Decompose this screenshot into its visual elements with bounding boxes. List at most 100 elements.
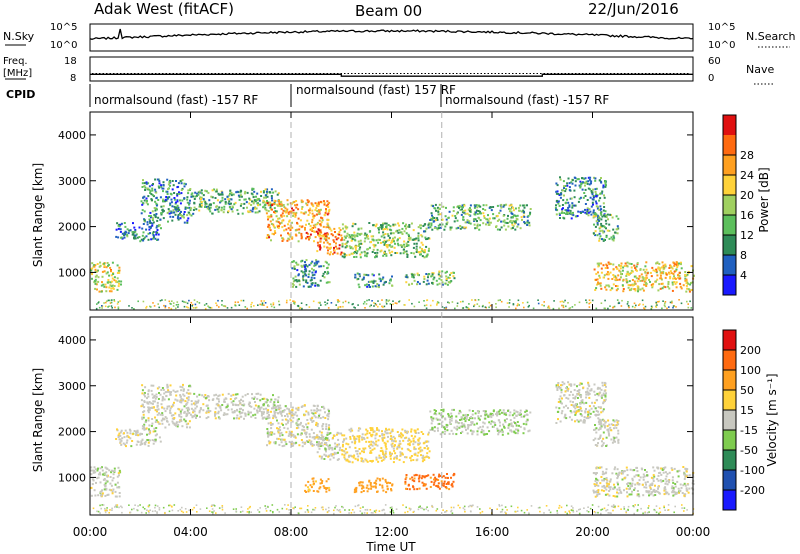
velocity-echo-pixel: [586, 387, 589, 390]
velocity-echo-pixel: [312, 420, 315, 422]
power-echo-pixel: [589, 176, 592, 179]
power-echo-pixel: [296, 221, 298, 224]
power-echo-pixel: [266, 195, 269, 198]
power-echo-pixel: [366, 285, 369, 288]
velocity-echo-pixel: [507, 432, 510, 435]
power-echo-pixel: [636, 280, 639, 283]
power-echo-pixel: [432, 281, 435, 284]
velocity-echo-pixel: [346, 459, 349, 462]
power-echo-pixel: [307, 237, 310, 240]
power-echo-pixel: [492, 213, 495, 216]
power-echo-pixel: [156, 224, 159, 227]
power-echo-pixel: [427, 276, 429, 279]
velocity-echo-pixel: [472, 430, 475, 433]
power-echo-pixel: [668, 287, 671, 290]
power-echo-pixel: [319, 229, 322, 232]
power-echo-pixel: [157, 238, 160, 241]
power-echo-pixel: [90, 268, 92, 271]
velocity-echo-pixel: [242, 409, 244, 412]
velocity-echo-pixel: [446, 473, 448, 475]
velocity-echo-pixel: [146, 433, 148, 436]
velocity-echo-pixel: [351, 461, 354, 464]
power-echo-pixel: [184, 207, 187, 210]
velocity-echo-pixel: [277, 422, 280, 425]
power-echo-pixel: [400, 231, 403, 234]
power-echo-pixel: [561, 208, 564, 211]
velocity-echo-pixel: [445, 483, 448, 485]
power-echo-pixel: [514, 207, 517, 210]
power-echo-pixel: [555, 213, 558, 216]
power-echo-pixel: [596, 234, 599, 237]
velocity-echo-pixel: [496, 427, 499, 430]
power-echo-pixel: [98, 306, 101, 309]
power-echo-pixel: [109, 266, 112, 269]
velocity-echo-pixel: [525, 410, 528, 412]
power-echo-pixel: [276, 224, 279, 227]
power-echo-pixel: [410, 222, 413, 225]
velocity-echo-pixel: [120, 443, 123, 446]
velocity-echo-pixel: [181, 386, 184, 389]
power-echo-pixel: [571, 202, 574, 205]
velocity-echo-pixel: [407, 443, 410, 446]
power-echo-pixel: [304, 226, 306, 229]
power-echo-pixel: [593, 268, 596, 271]
power-echo-pixel: [584, 195, 587, 197]
power-echo-pixel: [142, 179, 144, 182]
power-echo-pixel: [286, 203, 289, 206]
power-echo-pixel: [667, 283, 670, 285]
power-echo-pixel: [430, 212, 433, 215]
power-echo-pixel: [570, 181, 573, 184]
velocity-echo-pixel: [156, 410, 158, 413]
velocity-echo-pixel: [157, 408, 160, 411]
power-echo-pixel: [453, 271, 455, 274]
power-echo-pixel: [492, 217, 495, 220]
velocity-echo-pixel: [348, 454, 351, 457]
velocity-echo-pixel: [384, 450, 387, 453]
power-y-tick-label: 1000: [58, 266, 86, 279]
velocity-echo-pixel: [288, 412, 291, 415]
power-echo-pixel: [176, 217, 179, 220]
velocity-echo-pixel: [377, 460, 380, 463]
power-echo-pixel: [436, 227, 439, 230]
power-echo-pixel: [655, 270, 658, 273]
power-echo-pixel: [371, 285, 374, 288]
power-echo-pixel: [356, 272, 359, 275]
power-echo-pixel: [265, 201, 268, 204]
power-echo-pixel: [199, 205, 202, 208]
power-echo-pixel: [432, 278, 435, 281]
power-echo-pixel: [675, 263, 678, 266]
power-echo-pixel: [111, 299, 113, 301]
velocity-echo-pixel: [398, 446, 401, 449]
power-echo-pixel: [586, 207, 589, 210]
power-echo-pixel: [382, 228, 385, 231]
power-echo-pixel: [547, 306, 549, 309]
velocity-echo-pixel: [235, 404, 238, 407]
power-echo-pixel: [599, 282, 602, 285]
power-echo-pixel: [191, 305, 193, 307]
power-echo-pixel: [311, 274, 314, 277]
power-echo-pixel: [318, 307, 320, 309]
velocity-echo-pixel: [437, 486, 440, 489]
power-echo-pixel: [626, 261, 629, 264]
power-echo-pixel: [106, 271, 109, 274]
power-echo-pixel: [686, 273, 689, 276]
power-echo-pixel: [389, 225, 392, 228]
velocity-echo-pixel: [278, 432, 281, 435]
velocity-echo-pixel: [307, 490, 310, 493]
power-echo-pixel: [548, 307, 551, 309]
power-echo-pixel: [584, 184, 586, 187]
power-echo-pixel: [627, 284, 630, 287]
power-echo-pixel: [110, 290, 113, 293]
velocity-echo-pixel: [188, 408, 190, 411]
power-echo-pixel: [395, 230, 398, 233]
velocity-echo-pixel: [459, 425, 462, 428]
velocity-echo-pixel: [590, 407, 593, 410]
power-echo-pixel: [445, 307, 447, 310]
power-echo-pixel: [627, 286, 630, 289]
power-echo-pixel: [167, 208, 170, 211]
power-echo-pixel: [327, 206, 330, 208]
power-echo-pixel: [324, 211, 327, 214]
velocity-echo-pixel: [405, 476, 408, 479]
power-echo-pixel: [322, 200, 325, 203]
velocity-echo-pixel: [135, 443, 138, 446]
